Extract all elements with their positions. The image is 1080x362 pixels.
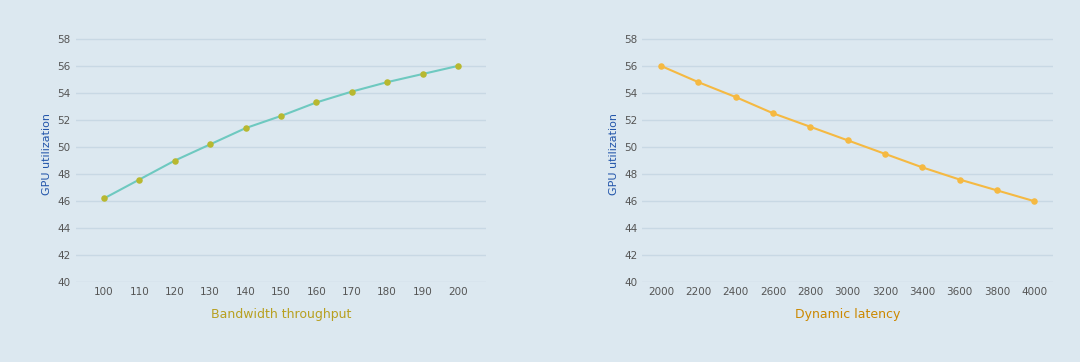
Y-axis label: GPU utilization: GPU utilization: [609, 113, 619, 195]
Point: [237, 125, 254, 131]
X-axis label: Bandwidth throughput: Bandwidth throughput: [211, 308, 351, 321]
Point: [378, 79, 395, 85]
Point: [801, 124, 819, 130]
Point: [951, 177, 969, 182]
Point: [652, 63, 670, 69]
Point: [988, 188, 1005, 193]
Point: [414, 71, 431, 77]
Point: [765, 110, 782, 116]
Point: [202, 142, 219, 147]
Point: [727, 94, 744, 100]
Point: [1026, 198, 1043, 204]
Point: [839, 138, 856, 143]
Point: [131, 177, 148, 182]
Point: [690, 79, 707, 85]
Point: [308, 100, 325, 105]
Point: [272, 113, 289, 119]
X-axis label: Dynamic latency: Dynamic latency: [795, 308, 901, 321]
Point: [449, 63, 467, 69]
Point: [343, 89, 361, 94]
Y-axis label: GPU utilization: GPU utilization: [42, 113, 52, 195]
Point: [95, 195, 112, 201]
Point: [876, 151, 893, 157]
Point: [166, 158, 184, 164]
Point: [914, 164, 931, 170]
